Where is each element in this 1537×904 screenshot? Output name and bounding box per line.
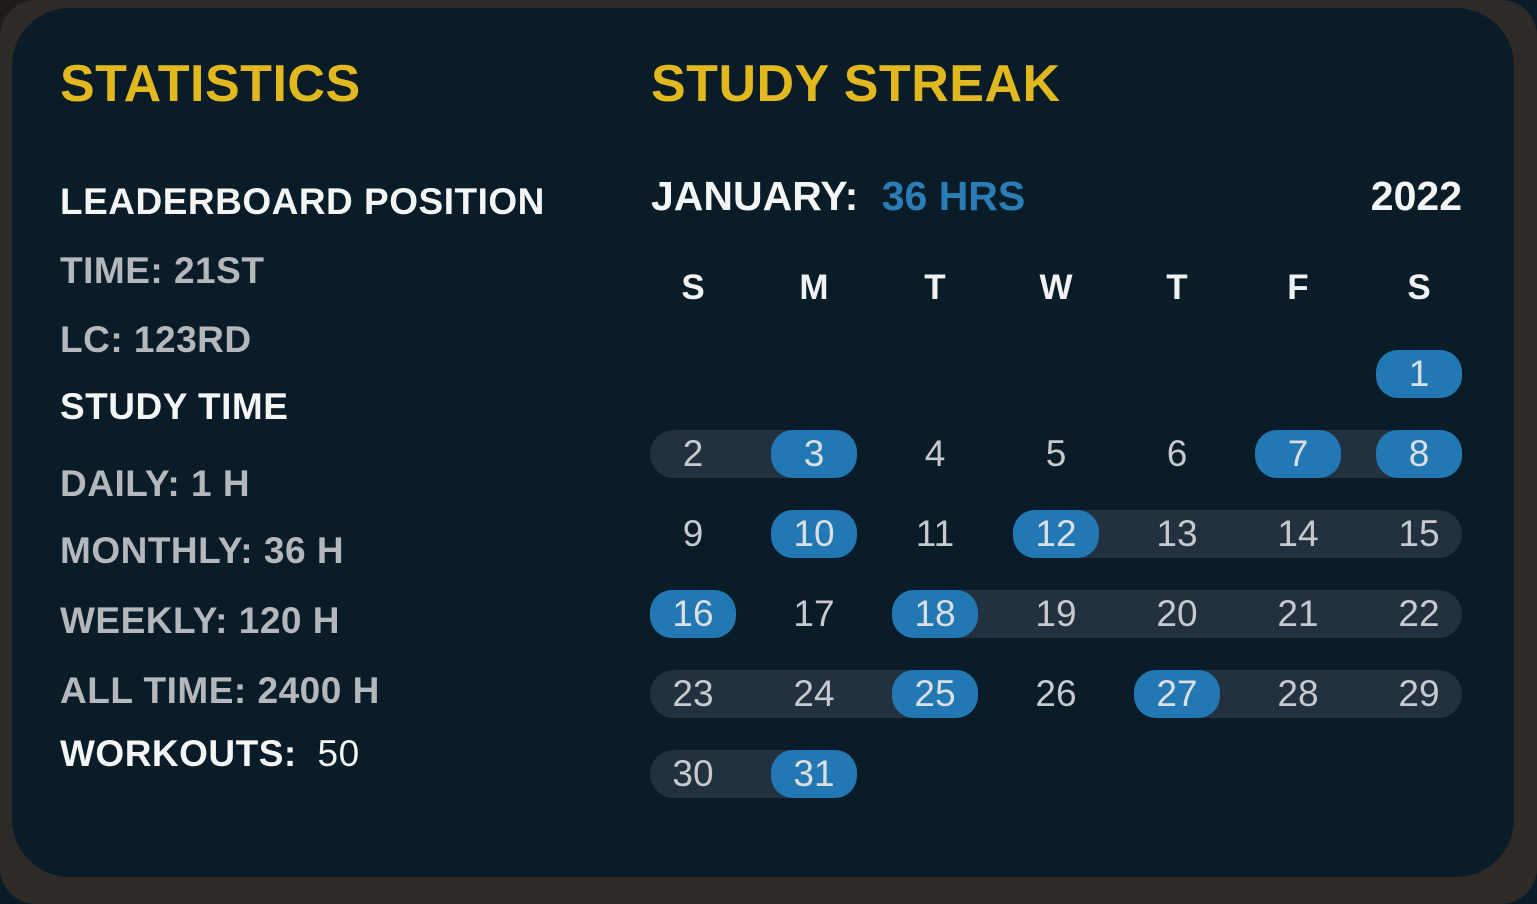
weekday-header: W bbox=[1039, 268, 1073, 307]
calendar-day[interactable]: 24 bbox=[793, 673, 835, 714]
calendar-day[interactable]: 17 bbox=[793, 593, 835, 634]
stat-line-heading: STUDY TIME bbox=[60, 386, 289, 427]
calendar-day-active[interactable]: 25 bbox=[892, 670, 978, 718]
calendar-day[interactable]: 4 bbox=[924, 433, 946, 474]
statistics-title: STATISTICS bbox=[60, 55, 361, 113]
workouts-value: 50 bbox=[317, 733, 360, 774]
stat-line-heading: LEADERBOARD POSITION bbox=[60, 181, 545, 222]
calendar-day[interactable]: 5 bbox=[1045, 433, 1067, 474]
stat-line-item: DAILY: 1 H bbox=[60, 463, 251, 504]
calendar-day[interactable]: 2 bbox=[682, 433, 704, 474]
calendar-day[interactable]: 6 bbox=[1166, 433, 1188, 474]
calendar-day-active[interactable]: 7 bbox=[1255, 430, 1341, 478]
month-row: JANUARY: 36 HRS 2022 bbox=[651, 176, 1462, 217]
calendar-day[interactable]: 15 bbox=[1398, 513, 1440, 554]
calendar-day[interactable]: 11 bbox=[915, 513, 955, 554]
month-total-hours: 36 HRS bbox=[881, 173, 1026, 219]
calendar-day[interactable]: 28 bbox=[1277, 673, 1319, 714]
weekday-header: T bbox=[1166, 268, 1188, 307]
month-label: JANUARY: bbox=[651, 173, 859, 219]
calendar-day-active[interactable]: 18 bbox=[892, 590, 978, 638]
calendar-day[interactable]: 9 bbox=[682, 513, 704, 554]
calendar-day[interactable]: 22 bbox=[1398, 593, 1440, 634]
stat-line-item: MONTHLY: 36 H bbox=[60, 530, 345, 571]
streak-calendar: 1 2 3 4 5 6 7 8 9 10 11 12 13 14 15 16 17 18 19 20 21 22 23 24 2… bbox=[650, 350, 1462, 800]
weekday-header: F bbox=[1287, 268, 1309, 307]
stat-line-item: WEEKLY: 120 H bbox=[60, 600, 340, 641]
calendar-day-active[interactable]: 16 bbox=[650, 590, 736, 638]
streak-band bbox=[892, 590, 1462, 638]
calendar-day-active[interactable]: 27 bbox=[1134, 670, 1220, 718]
calendar-day[interactable]: 13 bbox=[1156, 513, 1198, 554]
weekday-header: S bbox=[1407, 268, 1431, 307]
calendar-day[interactable]: 20 bbox=[1156, 593, 1198, 634]
calendar-day-active[interactable]: 8 bbox=[1376, 430, 1462, 478]
calendar-day-active[interactable]: 10 bbox=[771, 510, 857, 558]
calendar-day[interactable]: 21 bbox=[1277, 593, 1319, 634]
stat-line-item: TIME: 21ST bbox=[60, 250, 265, 291]
calendar-day-active[interactable]: 12 bbox=[1013, 510, 1099, 558]
calendar-day[interactable]: 29 bbox=[1398, 673, 1440, 714]
calendar-day-active[interactable]: 31 bbox=[771, 750, 857, 798]
year-label: 2022 bbox=[1370, 173, 1462, 219]
calendar-day[interactable]: 26 bbox=[1035, 673, 1077, 714]
study-streak-title: STUDY STREAK bbox=[651, 55, 1061, 113]
month-summary: JANUARY: 36 HRS bbox=[651, 176, 1025, 217]
workouts-label: WORKOUTS: bbox=[60, 733, 297, 774]
workouts-line: WORKOUTS: 50 bbox=[60, 735, 360, 772]
calendar-day[interactable]: 19 bbox=[1035, 593, 1077, 634]
calendar-day-active[interactable]: 1 bbox=[1376, 350, 1462, 398]
calendar-day[interactable]: 14 bbox=[1277, 513, 1319, 554]
stat-line-item: ALL TIME: 2400 H bbox=[60, 670, 380, 711]
weekday-header: M bbox=[799, 268, 829, 307]
calendar-day[interactable]: 30 bbox=[672, 753, 714, 794]
weekday-header: S bbox=[681, 268, 705, 307]
weekday-header: T bbox=[924, 268, 946, 307]
calendar-day-active[interactable]: 3 bbox=[771, 430, 857, 478]
stat-line-item: LC: 123RD bbox=[60, 319, 252, 360]
calendar-day[interactable]: 23 bbox=[672, 673, 714, 714]
